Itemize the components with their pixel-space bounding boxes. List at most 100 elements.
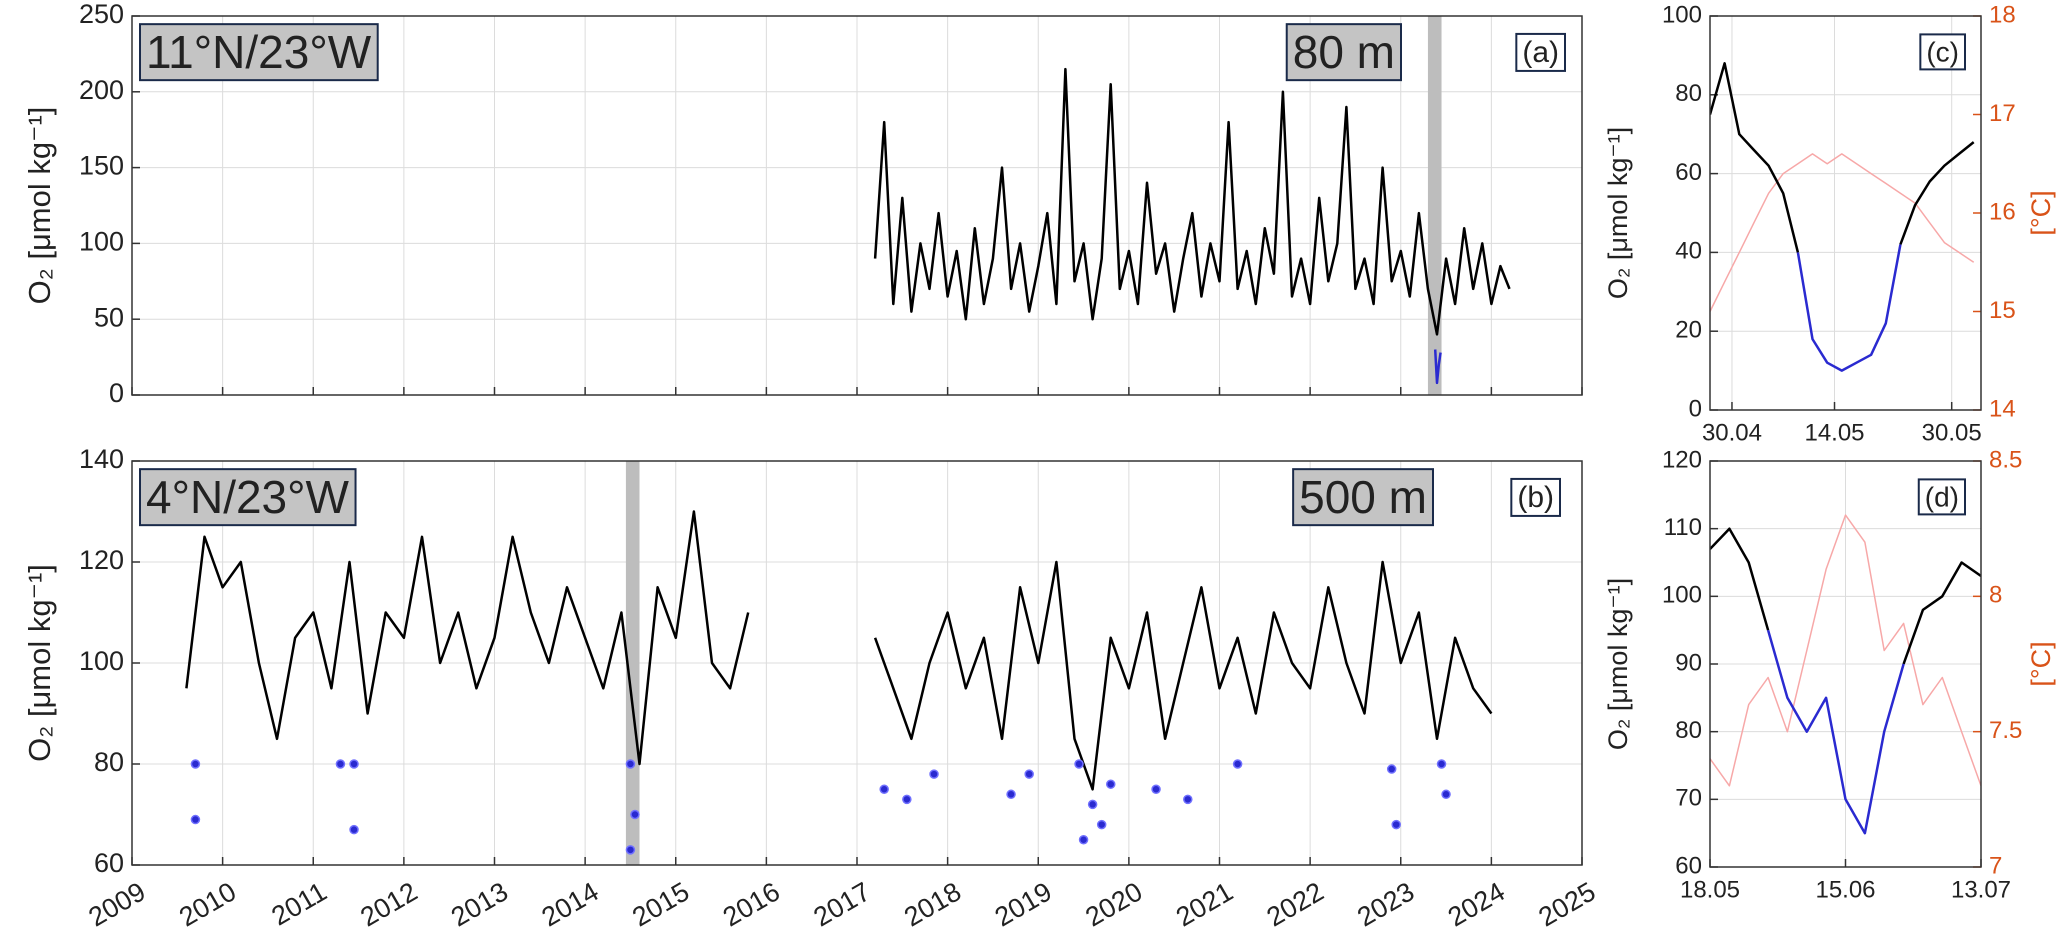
plot-area — [1710, 514, 1981, 835]
panel-label: (d) — [1925, 481, 1959, 512]
series-line — [1710, 153, 1975, 312]
x-tick-label: 2021 — [1171, 876, 1238, 932]
x-tick-label: 2015 — [627, 876, 694, 932]
y-tick-label: 200 — [79, 75, 124, 105]
label-box — [139, 468, 357, 527]
y-axis-label: O₂ [μmol kg⁻¹] — [22, 564, 57, 762]
label-box — [139, 23, 379, 82]
data-point — [190, 759, 201, 769]
location-label: 11°N/23°W — [146, 26, 372, 78]
plot-area — [873, 16, 1511, 395]
y-tick-label: 100 — [79, 227, 124, 257]
x-tick-label: 2011 — [267, 876, 332, 931]
highlight-band — [1427, 16, 1442, 395]
y-tick-label: 0 — [109, 378, 124, 408]
y-tick-label: 80 — [1675, 80, 1702, 107]
depth-label: 80 m — [1293, 26, 1395, 78]
y2-tick-label: 8.5 — [1989, 446, 2022, 473]
series-line — [1766, 629, 1905, 835]
y-tick-label: 150 — [79, 151, 124, 181]
series-line — [1433, 349, 1442, 385]
axes-frame — [1709, 15, 1982, 411]
label-box — [1285, 23, 1402, 82]
panel-label: (b) — [1517, 481, 1554, 514]
y2-axis-label: [°C] — [2026, 190, 2056, 235]
x-tick-label: 2010 — [174, 876, 241, 932]
data-point — [1106, 779, 1116, 789]
data-point — [1386, 764, 1397, 774]
x-tick-label: 15.06 — [1815, 876, 1875, 903]
y-tick-label: 0 — [1689, 395, 1702, 422]
data-point — [349, 759, 359, 769]
x-tick-label: 2022 — [1262, 876, 1329, 932]
y-tick-label: 80 — [94, 747, 124, 777]
label-box — [1510, 477, 1561, 517]
plot-area — [185, 461, 1493, 865]
data-point — [1096, 819, 1107, 830]
y2-tick-label: 7.5 — [1989, 717, 2022, 744]
x-tick-label: 2009 — [84, 876, 151, 932]
y-tick-label: 120 — [1662, 446, 1702, 473]
y-tick-label: 110 — [1664, 514, 1702, 541]
y-tick-label: 120 — [79, 545, 124, 575]
y-tick-label: 60 — [1675, 852, 1702, 879]
y2-tick-label: 17 — [1989, 100, 2016, 127]
panel-label: (a) — [1522, 36, 1559, 69]
x-tick-label: 2023 — [1352, 876, 1419, 932]
label-box — [1515, 32, 1566, 72]
data-point — [929, 769, 939, 779]
y2-tick-label: 14 — [1989, 395, 2016, 422]
data-point — [1151, 784, 1161, 794]
y2-tick-label: 15 — [1989, 297, 2016, 324]
panel-label: (c) — [1926, 36, 1959, 67]
data-point — [625, 759, 636, 769]
x-tick-label: 2018 — [899, 876, 966, 932]
y2-tick-label: 7 — [1989, 852, 2002, 879]
data-point — [1024, 769, 1034, 779]
data-point — [349, 824, 359, 835]
data-point — [1183, 794, 1193, 805]
y2-axis-label: [°C] — [2026, 641, 2056, 686]
series-line — [1710, 514, 1981, 787]
y-tick-label: 100 — [79, 646, 124, 676]
y-axis-label: O₂ [μmol kg⁻¹] — [22, 107, 57, 305]
data-point — [879, 784, 889, 794]
x-tick-label: 2019 — [990, 876, 1057, 932]
y-tick-label: 60 — [1675, 159, 1702, 186]
series-line — [873, 67, 1511, 336]
series-line — [185, 510, 1493, 791]
axes-frame — [131, 15, 1583, 396]
axes-frame — [1709, 460, 1982, 868]
series-line — [1710, 62, 1975, 253]
y-tick-label: 50 — [94, 302, 124, 332]
data-point — [1006, 789, 1016, 800]
x-tick-label: 30.04 — [1702, 419, 1762, 446]
x-tick-label: 2024 — [1443, 876, 1510, 932]
y-tick-label: 70 — [1675, 785, 1702, 812]
series-line — [1796, 244, 1902, 372]
y-tick-label: 20 — [1675, 317, 1702, 344]
data-point — [335, 759, 346, 769]
depth-label: 500 m — [1299, 471, 1427, 523]
y2-tick-label: 8 — [1989, 582, 2002, 609]
x-tick-label: 13.07 — [1951, 876, 2011, 903]
data-point — [1074, 759, 1084, 769]
y-tick-label: 90 — [1675, 649, 1702, 676]
data-point — [1391, 819, 1401, 830]
data-point — [1441, 789, 1451, 800]
x-tick-label: 2016 — [718, 876, 785, 932]
x-tick-label: 2025 — [1534, 876, 1601, 932]
data-point — [630, 809, 640, 820]
data-point — [1232, 759, 1243, 769]
x-tick-label: 2013 — [446, 876, 513, 932]
data-point — [190, 814, 201, 825]
series-line — [1710, 527, 1981, 665]
y-tick-label: 40 — [1675, 238, 1702, 265]
axes-frame — [131, 460, 1583, 866]
y-axis-label: O₂ [μmol kg⁻¹] — [1603, 578, 1633, 750]
data-point — [1436, 759, 1447, 769]
x-tick-label: 2017 — [809, 876, 876, 932]
location-label: 4°N/23°W — [146, 471, 350, 523]
y2-tick-label: 16 — [1989, 198, 2016, 225]
